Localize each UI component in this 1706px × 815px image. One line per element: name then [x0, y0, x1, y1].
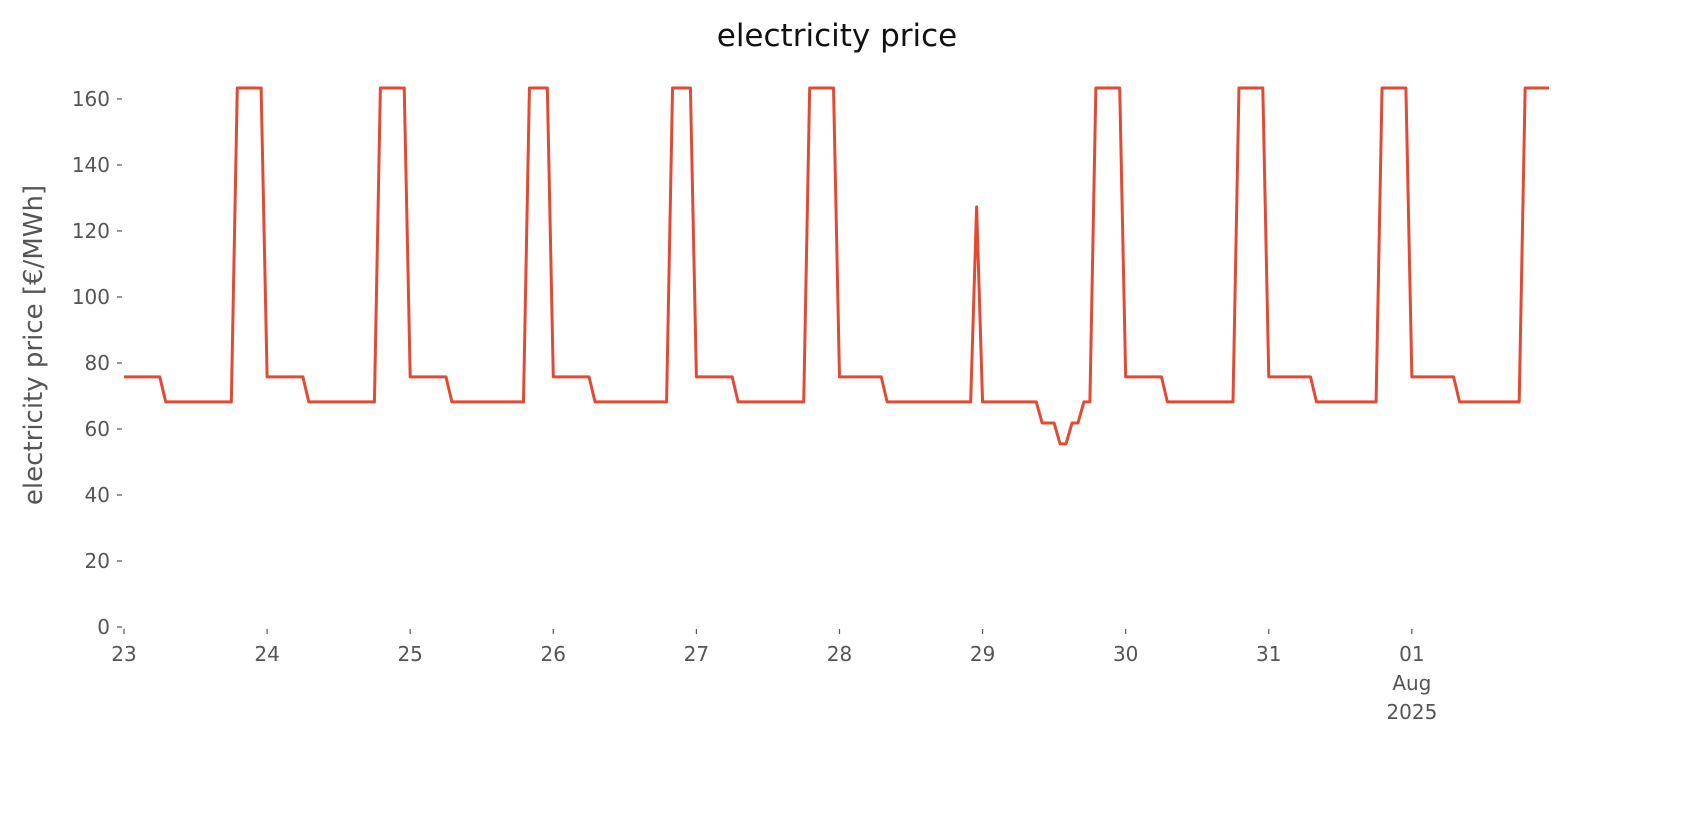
y-tick-label: 80	[85, 351, 110, 375]
y-tick-label: 100	[72, 285, 110, 309]
x-tick-label: 01 Aug 2025	[1386, 642, 1437, 724]
y-axis-label: electricity price [€/MWh]	[19, 185, 49, 505]
price-line	[124, 86, 1549, 446]
y-tick-label: 0	[97, 615, 110, 639]
y-tick-label: 40	[85, 483, 110, 507]
x-tick-label: 24	[254, 642, 279, 666]
y-tick-label: 20	[85, 549, 110, 573]
x-tick-label: 27	[684, 642, 709, 666]
x-tick-label: 26	[541, 642, 566, 666]
y-tick-label: 120	[72, 219, 110, 243]
x-tick-label: 23	[111, 642, 136, 666]
x-tick-label: 31	[1256, 642, 1281, 666]
chart-title: electricity price	[717, 18, 957, 54]
x-tick-label: 25	[397, 642, 422, 666]
x-tick-label: 28	[827, 642, 852, 666]
y-tick-label: 140	[72, 153, 110, 177]
x-tick-label: 30	[1113, 642, 1138, 666]
y-tick-label: 60	[85, 417, 110, 441]
y-tick-label: 160	[72, 87, 110, 111]
x-tick-label: 29	[970, 642, 995, 666]
